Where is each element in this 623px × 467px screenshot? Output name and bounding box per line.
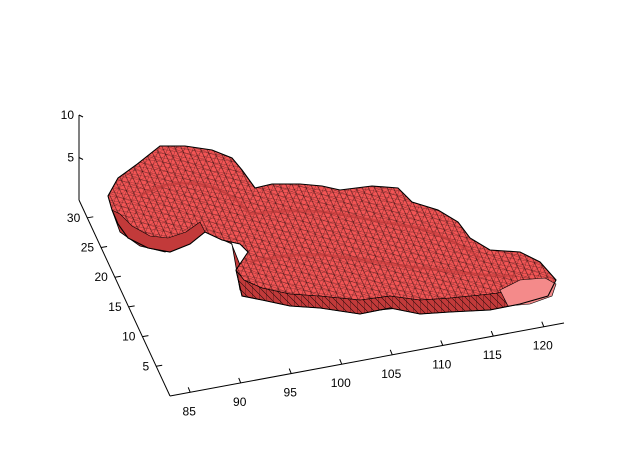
surface-outline (107, 145, 557, 315)
x-tick-mark (389, 349, 393, 356)
x-tick-mark (490, 330, 494, 337)
z-tick-mark (78, 114, 84, 118)
x-axis-line (169, 322, 565, 397)
y-tick-mark (87, 216, 94, 219)
x-tick-label: 100 (331, 376, 351, 390)
y-tick-mark (114, 275, 121, 278)
y-tick-mark (142, 335, 149, 338)
x-tick-label: 95 (284, 386, 298, 400)
x-tick-label: 85 (183, 404, 197, 418)
x-tick-mark (339, 358, 343, 365)
surface-mesh-secondary (108, 146, 556, 314)
y-axis-line (78, 199, 171, 397)
x-tick-label: 110 (432, 357, 451, 371)
x-tick-label: 115 (483, 348, 502, 362)
y-tick-label: 5 (143, 359, 150, 373)
x-tick-label: 105 (381, 367, 401, 381)
surface-ridge (139, 181, 481, 260)
x-tick-mark (187, 387, 191, 393)
x-ticks: 85 90 95 100 105 110 115 120 (183, 321, 553, 418)
isosurface (107, 145, 557, 315)
y-tick-label: 10 (122, 330, 136, 344)
y-tick-mark (128, 305, 135, 308)
x-tick-label: 90 (233, 395, 247, 409)
y-tick-label: 20 (94, 270, 108, 284)
z-tick-mark (78, 157, 84, 160)
axes: 85 90 95 100 105 110 115 120 5 10 15 20 25 30 5 10 (61, 108, 565, 418)
x-tick-mark (541, 321, 545, 327)
x-tick-label: 120 (533, 339, 553, 353)
surface-ridge (249, 253, 516, 278)
y-ticks: 5 10 15 20 25 30 (67, 211, 163, 373)
y-tick-label: 25 (81, 241, 95, 255)
z-tick-label: 10 (61, 108, 75, 122)
x-tick-mark (238, 377, 242, 384)
y-tick-label: 15 (108, 300, 122, 314)
y-tick-mark (100, 246, 108, 249)
z-ticks: 5 10 (61, 108, 84, 165)
y-tick-label: 30 (67, 211, 81, 225)
z-tick-label: 5 (67, 151, 74, 165)
x-tick-mark (288, 368, 292, 374)
y-tick-mark (156, 364, 163, 367)
x-tick-mark (440, 340, 444, 346)
